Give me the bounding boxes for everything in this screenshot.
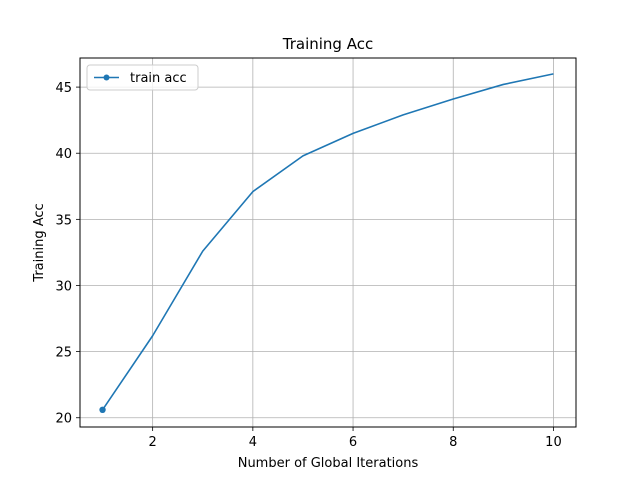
- chart-title: Training Acc: [282, 35, 373, 53]
- x-axis-label: Number of Global Iterations: [238, 456, 419, 471]
- y-tick-label: 45: [55, 81, 72, 96]
- y-tick-label: 40: [55, 147, 72, 162]
- y-axis-ticks: 20 25 30 35 40 45: [55, 81, 80, 427]
- legend-box: [86, 64, 199, 91]
- series-line-train-acc: [101, 73, 554, 411]
- x-tick-label: 2: [149, 435, 157, 450]
- series-marker: [99, 406, 106, 414]
- x-tick-label: 4: [249, 435, 257, 450]
- x-tick-label: 8: [449, 435, 457, 450]
- plot-frame: [79, 57, 577, 428]
- y-tick-label: 30: [55, 279, 72, 294]
- x-tick-label: 6: [349, 435, 357, 450]
- series-layer: [99, 73, 554, 414]
- y-tick-label: 35: [55, 213, 72, 228]
- x-axis-ticks: 2 4 6 8 10: [149, 427, 562, 450]
- grid: [80, 58, 576, 427]
- legend-marker: [103, 74, 110, 81]
- legend-entry-train-acc: train acc: [130, 71, 187, 86]
- legend: train acc: [86, 64, 199, 91]
- y-tick-label: 20: [55, 412, 72, 427]
- y-axis-label: Training Acc: [32, 203, 47, 282]
- y-tick-label: 25: [55, 346, 72, 361]
- x-tick-label: 10: [545, 435, 562, 450]
